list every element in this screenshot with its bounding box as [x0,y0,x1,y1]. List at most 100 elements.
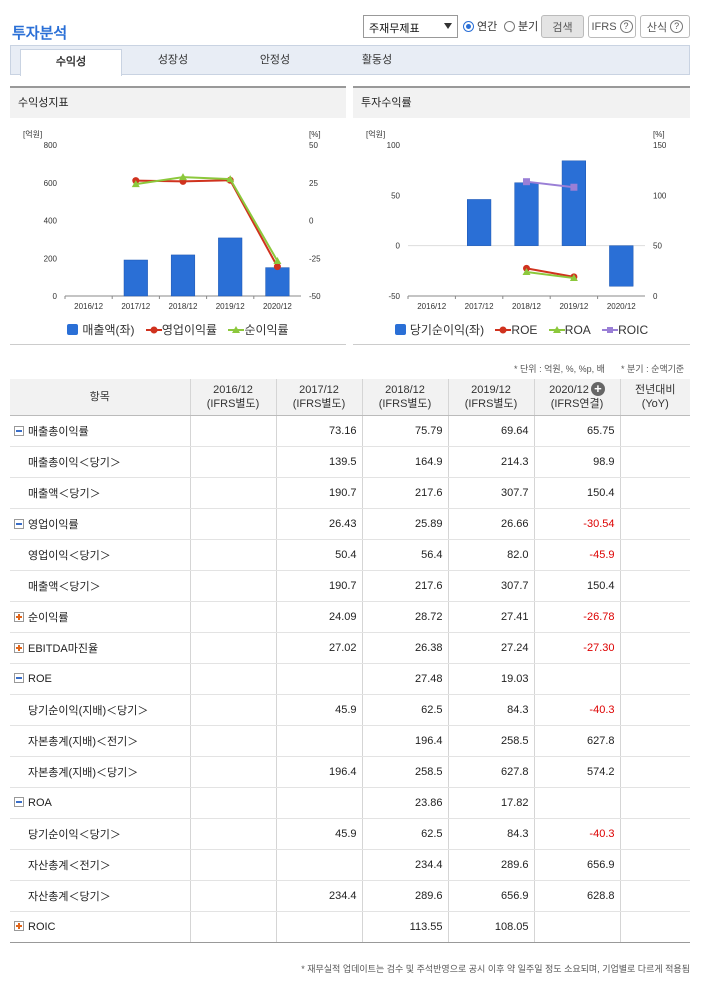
bar [467,199,492,246]
collapse-icon[interactable] [14,672,24,683]
table-row: 당기순이익(지배)＜당기＞ 45.9 62.5 84.3 -40.3 [10,694,690,726]
table-cell: 217.6 [361,570,448,602]
table-cell [619,446,690,478]
radio-annual-icon[interactable] [463,20,474,32]
radio-quarter[interactable]: 분기 [504,14,538,38]
column-header-text: (IFRS별도) [292,397,346,410]
column-header-text: (YoY) [641,397,669,410]
table-cell: 289.6 [361,880,448,912]
table-cell: 656.9 [533,849,620,881]
tab-growth[interactable]: 성장성 [157,54,189,66]
legend-item-sales[interactable]: 매출액(좌) [67,321,135,338]
table-cell: 164.9 [361,446,448,478]
table-cell [189,539,276,571]
data-point [131,180,140,188]
right-unit-label: [%] [309,130,321,139]
column-header-text: (IFRS별도) [464,397,518,410]
table-cell: 234.4 [361,849,448,881]
table-cell [619,570,690,602]
expand-icon[interactable] [14,920,24,931]
collapse-icon[interactable] [14,425,24,436]
x-tick-label: 2020/12 [607,302,636,310]
series-line [526,180,575,189]
left-tick-label: 200 [44,254,58,263]
radio-annual[interactable]: 연간 [463,14,497,38]
table-cell: 73.16 [275,415,362,447]
bar-legend-icon [67,323,79,335]
table-cell [189,632,276,664]
legend-item-roa[interactable]: ROA [548,323,591,337]
table-cell: 50.4 [275,539,362,571]
bar-legend-icon [394,324,406,335]
table-cell [619,508,690,540]
row-label: 영업이익률 [10,508,190,540]
table-cell [619,880,690,912]
table-cell: 113.55 [361,911,448,943]
row-label-text: 매출액＜당기＞ [28,580,101,593]
legend-item-op-margin[interactable]: 영업이익률 [145,321,217,338]
table-row: 매출액＜당기＞ 190.7 217.6 307.7 150.4 [10,570,690,602]
expand-icon[interactable] [14,611,24,622]
legend-item-roic[interactable]: ROIC [602,323,648,337]
statement-select[interactable]: 주재무제표 [363,15,458,38]
tab-bar: 수익성 성장성 안정성 활동성 [10,45,690,76]
table-cell: 25.89 [361,508,448,540]
tab-stability[interactable]: 안정성 [259,54,291,66]
tab-profitability[interactable]: 수익성 [20,49,122,76]
table-cell [619,787,690,819]
table-cell: 27.02 [275,632,362,664]
table-row: 자산총계＜당기＞ 234.4 289.6 656.9 628.8 [10,880,690,912]
legend-label: ROIC [618,323,649,337]
formula-button[interactable]: 산식? [640,15,690,38]
column-header-text: 2016/12 [213,383,253,396]
table-cell: 62.5 [361,818,448,850]
table-cell: -45.9 [533,539,620,571]
table-row: 매출액＜당기＞ 190.7 217.6 307.7 150.4 [10,477,690,509]
x-tick-label: 2018/12 [169,302,198,310]
row-label-text: 순이익률 [28,611,69,624]
table-cell [275,663,362,695]
table-cell: 307.7 [447,570,534,602]
table-cell: 108.05 [447,911,534,943]
left-tick-label: 600 [44,179,58,188]
bar [514,182,539,246]
bar [218,237,243,297]
row-label: 자산총계＜전기＞ [10,849,190,881]
table-cell: 217.6 [361,477,448,509]
row-label: 매출액＜당기＞ [10,477,190,509]
data-point [273,256,282,264]
table-cell: -26.78 [533,601,620,633]
legend-item-net-income[interactable]: 당기순이익(좌) [394,321,484,338]
table-cell: 26.43 [275,508,362,540]
search-button[interactable]: 검색 [541,15,584,38]
legend-item-net-margin[interactable]: 순이익률 [228,321,289,338]
financial-table: 항목 2016/12 (IFRS별도) 2017/12 (IFRS별도) 2018/12(… [10,379,690,943]
legend-item-roe[interactable]: ROE [495,323,537,337]
data-point [569,274,578,282]
line-legend-icon [495,326,512,334]
bar [609,245,634,287]
column-header-text: 2017/12 [299,383,339,396]
radio-quarter-icon[interactable] [504,20,515,32]
ifrs-button[interactable]: IFRS? [588,15,636,38]
table-cell: 190.7 [275,570,362,602]
data-point [179,173,187,181]
collapse-icon[interactable] [14,518,24,529]
expand-plus-icon[interactable]: + [590,382,605,397]
tab-activity[interactable]: 활동성 [361,54,393,66]
x-tick-label: 2020/12 [263,302,292,310]
collapse-icon[interactable] [14,796,24,807]
data-point [522,267,531,275]
table-cell [189,694,276,726]
series-line [135,176,279,262]
table-cell: 69.64 [447,415,534,447]
table-cell [275,787,362,819]
left-tick-label: 50 [391,191,400,200]
table-cell: 150.4 [533,477,620,509]
table-cell: 75.79 [361,415,448,447]
expand-icon[interactable] [14,642,24,653]
table-cell: 84.3 [447,694,534,726]
table-cell [619,911,690,943]
table-row: ROE 27.48 19.03 [10,663,690,695]
legend-label: 순이익률 [244,323,289,337]
